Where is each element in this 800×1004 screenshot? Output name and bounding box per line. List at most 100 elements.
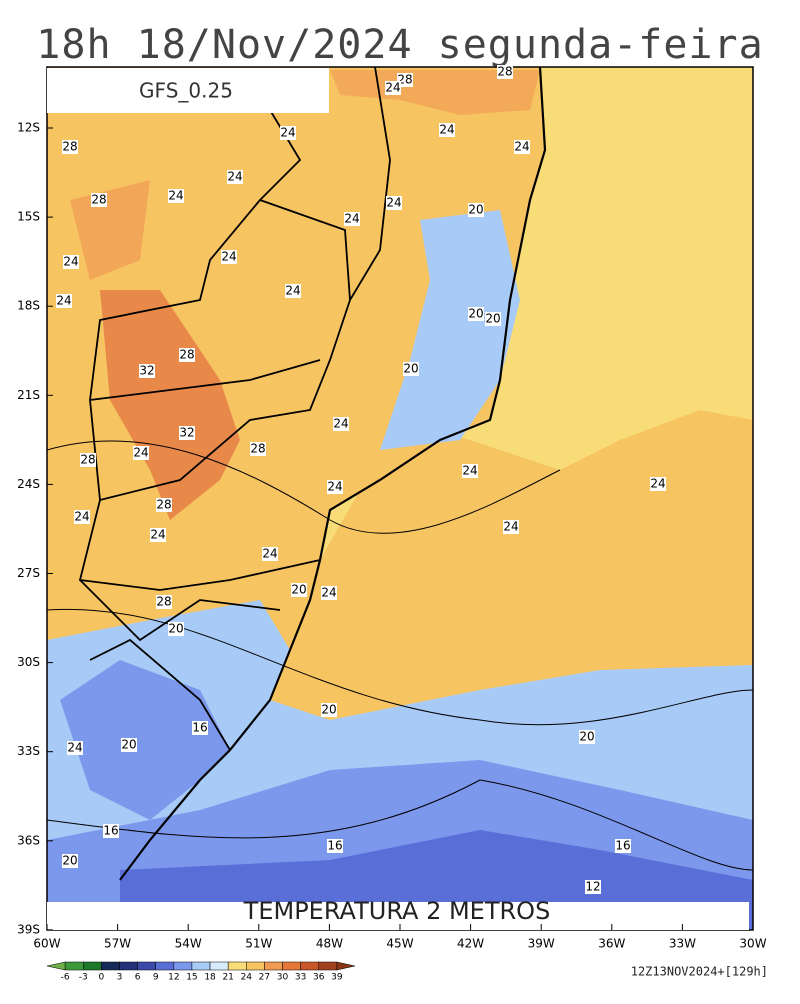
contour-label-bg: [179, 348, 195, 362]
contour-label: 24: [385, 81, 400, 95]
contour-label-bg: [192, 721, 208, 735]
contour-label-bg: [150, 528, 166, 542]
lat-label: 30S: [17, 655, 40, 669]
lon-label: 39W: [528, 937, 555, 951]
contour-label-bg: [250, 442, 266, 456]
lon-label: 30W: [739, 937, 766, 951]
contour-label: 16: [192, 721, 207, 735]
contour-label-bg: [514, 140, 530, 154]
contour-label-bg: [221, 250, 237, 264]
contour-label-bg: [80, 453, 96, 467]
contour-label-bg: [133, 446, 149, 460]
contour-label-bg: [468, 203, 484, 217]
contour-label-bg: [139, 364, 155, 378]
contour-label-bg: [262, 547, 278, 561]
contour-label-bg: [327, 839, 343, 853]
contour-label: 24: [321, 586, 336, 600]
contour-label: 24: [514, 140, 529, 154]
contour-label-bg: [403, 362, 419, 376]
lon-label: 36W: [598, 937, 625, 951]
colorbar-label: 0: [98, 973, 104, 983]
title: 18h 18/Nov/2024 segunda-feira: [36, 22, 763, 68]
contour-label-bg: [327, 480, 343, 494]
contour-label: 28: [80, 453, 95, 467]
contour-label-bg: [280, 126, 296, 140]
model-box: [47, 68, 329, 113]
colorbar-label: 18: [204, 973, 216, 983]
contour-label-bg: [156, 595, 172, 609]
contour-label: 28: [156, 498, 171, 512]
contour-label-bg: [291, 583, 307, 597]
contour-label: 32: [179, 426, 194, 440]
contour-label: 16: [327, 839, 342, 853]
contour-label: 24: [227, 170, 242, 184]
colorbar-label: 6: [135, 973, 141, 983]
colorbar-cell: [191, 961, 211, 971]
contour-label: 28: [250, 442, 265, 456]
contour-label-bg: [62, 854, 78, 868]
contour-label-bg: [179, 426, 195, 440]
contour-label-bg: [91, 193, 107, 207]
colorbar-label: 27: [259, 973, 270, 983]
contour-label: 12: [585, 880, 600, 894]
colorbar-label: 21: [222, 973, 233, 983]
colorbar-label: -3: [79, 973, 88, 983]
contour-label: 20: [121, 738, 136, 752]
contour-label-bg: [386, 196, 402, 210]
contour-label: 24: [344, 212, 359, 226]
lat-label: 33S: [17, 744, 40, 758]
contour-label: 16: [103, 824, 118, 838]
contour-label: 24: [462, 464, 477, 478]
contour-label: 24: [285, 284, 300, 298]
contour-label-bg: [650, 477, 666, 491]
contour-label: 20: [485, 312, 500, 326]
contour-label: 20: [321, 703, 336, 717]
colorbar-arrow: [336, 961, 356, 971]
colorbar-cell: [119, 961, 138, 971]
lat-label: 21S: [17, 388, 40, 402]
contour-label-bg: [579, 730, 595, 744]
lon-label: 42W: [457, 937, 484, 951]
lat-label: 24S: [17, 477, 40, 491]
contour-label: 24: [150, 528, 165, 542]
colorbar-cell: [137, 961, 156, 971]
contour-label: 24: [439, 123, 454, 137]
lon-label: 45W: [386, 937, 413, 951]
contour-label: 24: [63, 255, 78, 269]
contour-label: 32: [139, 364, 154, 378]
contour-label-bg: [321, 703, 337, 717]
contour-label: 16: [615, 839, 630, 853]
colorbar-label: 39: [331, 973, 343, 983]
contour-label-bg: [485, 312, 501, 326]
contour-label: 20: [291, 583, 306, 597]
contour-label-bg: [227, 170, 243, 184]
colorbar-label: 36: [313, 973, 325, 983]
contour-label-bg: [67, 741, 83, 755]
colorbar-cell: [82, 961, 102, 971]
colorbar-cell: [282, 961, 301, 971]
colorbar-cell: [173, 961, 193, 971]
contour-label-bg: [62, 140, 78, 154]
colorbar-cell: [227, 961, 247, 971]
contour-label: 28: [156, 595, 171, 609]
contour-label-bg: [468, 307, 484, 321]
contour-label-bg: [615, 839, 631, 853]
contour-label: 24: [280, 126, 295, 140]
contour-label: 20: [403, 362, 418, 376]
contour-label-bg: [121, 738, 137, 752]
lat-label: 39S: [17, 922, 40, 936]
contour-label: 28: [497, 65, 512, 79]
colorbar-label: 30: [277, 973, 289, 983]
colorbar-cell: [300, 961, 320, 971]
contour-label-bg: [503, 520, 519, 534]
colorbar-cell: [64, 961, 84, 971]
colorbar-cell: [264, 961, 283, 971]
contour-label: 20: [468, 203, 483, 217]
contour-label-bg: [439, 123, 455, 137]
colorbar-label: -6: [61, 973, 70, 983]
contour-label: 24: [333, 417, 348, 431]
contour-label: 28: [397, 73, 412, 87]
contour-label: 24: [56, 294, 71, 308]
contour-label: 20: [62, 854, 77, 868]
